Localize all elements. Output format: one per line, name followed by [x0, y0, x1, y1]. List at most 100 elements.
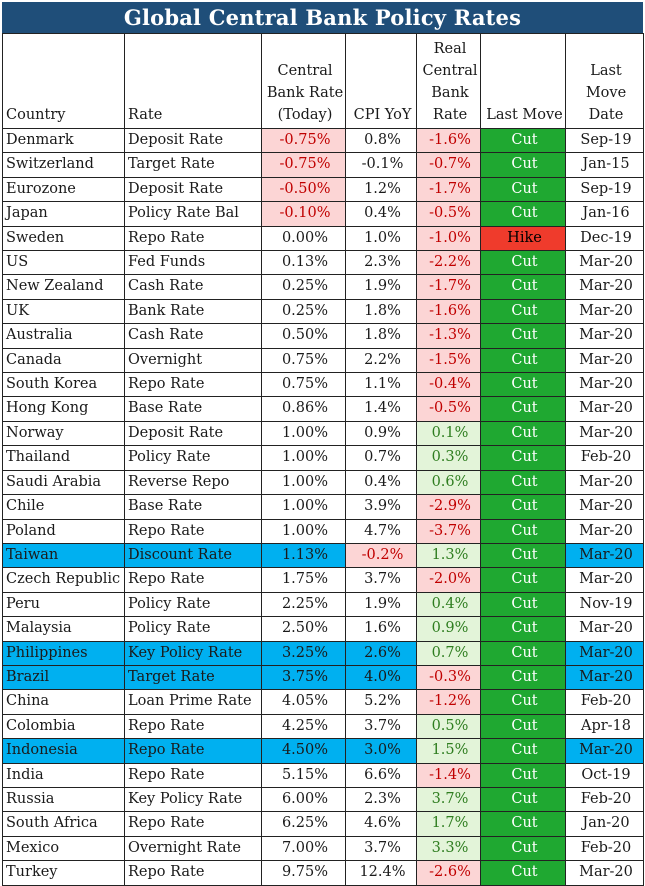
real-rate-cell: 0.4%: [416, 591, 481, 618]
last-move-cell: Cut: [480, 640, 566, 666]
last-move-cell: Cut: [480, 518, 566, 544]
table-row: Taiwan Discount Rate 1.13% -0.2% 1.3% Cut Mar-…: [2, 542, 644, 569]
cpi-yoy-cell: -0.2%: [345, 542, 417, 569]
rate-type-cell: Deposit Rate: [124, 420, 262, 447]
table-row: Eurozone Deposit Rate -0.50% 1.2% -1.7% Cut Se…: [2, 176, 644, 203]
central-bank-rate-cell: 2.50%: [261, 616, 346, 642]
last-move-cell: Cut: [480, 250, 566, 276]
header-last-move-date: Last Move Date: [565, 33, 644, 129]
central-bank-rate-cell: 6.00%: [261, 786, 346, 813]
country-cell: Hong Kong: [2, 396, 125, 422]
last-move-cell: Cut: [480, 323, 566, 349]
table-row: Mexico Overnight Rate 7.00% 3.7% 3.3% Cut Feb-…: [2, 835, 644, 862]
country-cell: Philippines: [2, 640, 125, 666]
country-cell: Mexico: [2, 835, 125, 862]
last-move-date-cell: Sep-19: [565, 127, 644, 154]
last-move-date-cell: Sep-19: [565, 176, 644, 203]
real-rate-cell: -0.5%: [416, 396, 481, 422]
cpi-yoy-cell: 0.8%: [345, 127, 417, 154]
cpi-yoy-cell: 1.9%: [345, 274, 417, 300]
cpi-yoy-cell: 4.0%: [345, 664, 417, 691]
rate-type-cell: Repo Rate: [124, 762, 262, 788]
header-last-move: Last Move: [480, 33, 566, 129]
rate-type-cell: Policy Rate: [124, 591, 262, 618]
real-rate-cell: -1.2%: [416, 689, 481, 715]
last-move-date-cell: Feb-20: [565, 445, 644, 471]
table-row: Canada Overnight 0.75% 2.2% -1.5% Cut Mar-20: [2, 347, 644, 374]
central-bank-rate-cell: 1.00%: [261, 420, 346, 447]
country-cell: US: [2, 250, 125, 276]
cpi-yoy-cell: 4.7%: [345, 518, 417, 544]
country-cell: Norway: [2, 420, 125, 447]
rate-type-cell: Fed Funds: [124, 250, 262, 276]
last-move-date-cell: Mar-20: [565, 323, 644, 349]
table-row: Sweden Repo Rate 0.00% 1.0% -1.0% Hike Dec-19: [2, 225, 644, 252]
table-row: South Africa Repo Rate 6.25% 4.6% 1.7% Cut Jan…: [2, 811, 644, 837]
country-cell: Japan: [2, 201, 125, 227]
central-bank-rate-cell: 5.15%: [261, 762, 346, 788]
last-move-cell: Cut: [480, 396, 566, 422]
country-cell: Denmark: [2, 127, 125, 154]
country-cell: Saudi Arabia: [2, 469, 125, 496]
cpi-yoy-cell: 1.1%: [345, 372, 417, 398]
real-rate-cell: -0.5%: [416, 201, 481, 227]
table-row: Malaysia Policy Rate 2.50% 1.6% 0.9% Cut Mar-2…: [2, 616, 644, 642]
real-rate-cell: -1.5%: [416, 347, 481, 374]
real-rate-cell: 1.7%: [416, 811, 481, 837]
table-row: Norway Deposit Rate 1.00% 0.9% 0.1% Cut Mar-20: [2, 420, 644, 447]
table-row: China Loan Prime Rate 4.05% 5.2% -1.2% Cut Feb…: [2, 689, 644, 715]
real-rate-cell: -1.7%: [416, 176, 481, 203]
rate-type-cell: Policy Rate: [124, 445, 262, 471]
country-cell: Czech Republic: [2, 567, 125, 593]
cpi-yoy-cell: 0.4%: [345, 469, 417, 496]
country-cell: Chile: [2, 494, 125, 520]
central-bank-rate-cell: 6.25%: [261, 811, 346, 837]
table-row: Hong Kong Base Rate 0.86% 1.4% -0.5% Cut Mar-2…: [2, 396, 644, 422]
last-move-date-cell: Dec-19: [565, 225, 644, 252]
real-rate-cell: -2.2%: [416, 250, 481, 276]
policy-rates-table: Country Rate Central Bank Rate (Today) C…: [2, 33, 644, 886]
last-move-date-cell: Mar-20: [565, 274, 644, 300]
cpi-yoy-cell: 1.4%: [345, 396, 417, 422]
central-bank-rate-cell: 0.75%: [261, 372, 346, 398]
country-cell: India: [2, 762, 125, 788]
central-bank-rate-cell: 9.75%: [261, 860, 346, 886]
last-move-cell: Cut: [480, 567, 566, 593]
cpi-yoy-cell: 0.7%: [345, 445, 417, 471]
last-move-date-cell: Mar-20: [565, 664, 644, 691]
last-move-date-cell: Mar-20: [565, 347, 644, 374]
country-cell: Sweden: [2, 225, 125, 252]
last-move-cell: Cut: [480, 298, 566, 325]
last-move-cell: Cut: [480, 591, 566, 618]
cpi-yoy-cell: 6.6%: [345, 762, 417, 788]
central-bank-rate-cell: 1.00%: [261, 445, 346, 471]
rate-type-cell: Deposit Rate: [124, 127, 262, 154]
header-cpi-yoy: CPI YoY: [345, 33, 417, 129]
rate-type-cell: Key Policy Rate: [124, 640, 262, 666]
central-bank-rate-cell: 1.13%: [261, 542, 346, 569]
rate-type-cell: Base Rate: [124, 494, 262, 520]
table-row: Turkey Repo Rate 9.75% 12.4% -2.6% Cut Mar-20: [2, 860, 644, 886]
last-move-date-cell: Mar-20: [565, 469, 644, 496]
central-bank-rate-cell: 4.25%: [261, 713, 346, 740]
table-header-row: Country Rate Central Bank Rate (Today) C…: [2, 33, 644, 129]
country-cell: Brazil: [2, 664, 125, 691]
real-rate-cell: -1.3%: [416, 323, 481, 349]
country-cell: Poland: [2, 518, 125, 544]
country-cell: New Zealand: [2, 274, 125, 300]
rate-type-cell: Target Rate: [124, 664, 262, 691]
rate-type-cell: Deposit Rate: [124, 176, 262, 203]
rate-type-cell: Cash Rate: [124, 323, 262, 349]
cpi-yoy-cell: 3.7%: [345, 567, 417, 593]
last-move-cell: Cut: [480, 176, 566, 203]
table-row: UK Bank Rate 0.25% 1.8% -1.6% Cut Mar-20: [2, 298, 644, 325]
last-move-date-cell: Jan-16: [565, 201, 644, 227]
last-move-date-cell: Mar-20: [565, 860, 644, 886]
cpi-yoy-cell: 12.4%: [345, 860, 417, 886]
rate-type-cell: Repo Rate: [124, 738, 262, 764]
real-rate-cell: -1.0%: [416, 225, 481, 252]
cpi-yoy-cell: 3.7%: [345, 835, 417, 862]
cpi-yoy-cell: 0.4%: [345, 201, 417, 227]
last-move-cell: Cut: [480, 860, 566, 886]
last-move-cell: Cut: [480, 494, 566, 520]
